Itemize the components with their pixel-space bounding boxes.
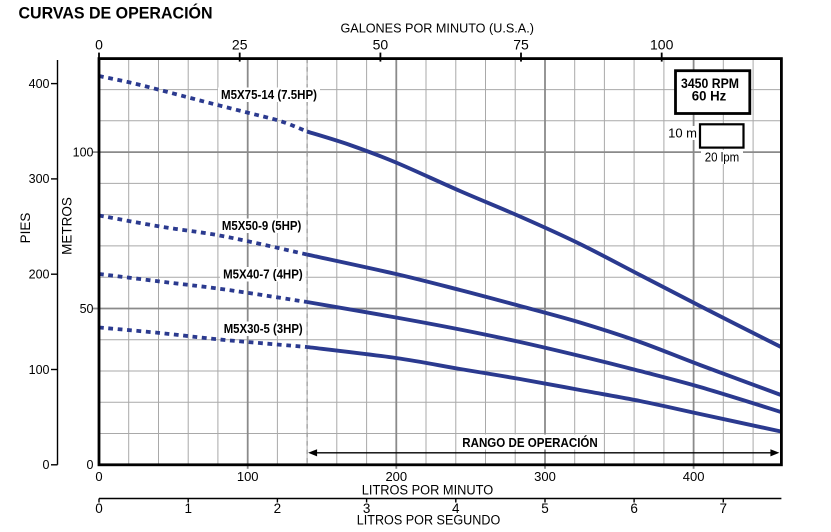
svg-text:LITROS POR MINUTO: LITROS POR MINUTO: [362, 483, 494, 498]
svg-text:7: 7: [720, 501, 728, 516]
svg-text:3450 RPM: 3450 RPM: [681, 76, 739, 91]
svg-text:50: 50: [373, 37, 389, 53]
svg-text:M5X75-14 (7.5HP): M5X75-14 (7.5HP): [221, 87, 317, 102]
svg-text:PIES: PIES: [18, 213, 33, 244]
svg-text:3: 3: [363, 501, 371, 516]
svg-text:25: 25: [232, 37, 248, 53]
svg-text:300: 300: [29, 172, 50, 186]
svg-text:0: 0: [95, 469, 102, 484]
svg-text:0: 0: [87, 458, 94, 472]
svg-text:200: 200: [385, 469, 407, 484]
svg-text:RANGO DE OPERACIÓN: RANGO DE OPERACIÓN: [462, 435, 598, 450]
svg-text:0: 0: [95, 37, 103, 53]
svg-text:0: 0: [95, 501, 103, 516]
svg-text:100: 100: [237, 469, 259, 484]
svg-text:300: 300: [534, 469, 556, 484]
svg-text:2: 2: [274, 501, 282, 516]
svg-text:M5X30-5 (3HP): M5X30-5 (3HP): [224, 321, 303, 336]
svg-text:LITROS POR SEGUNDO: LITROS POR SEGUNDO: [357, 513, 501, 528]
svg-text:M5X50-9 (5HP): M5X50-9 (5HP): [222, 218, 302, 233]
svg-text:6: 6: [630, 501, 638, 516]
svg-text:METROS: METROS: [60, 197, 75, 255]
svg-text:0: 0: [43, 458, 50, 472]
svg-text:1: 1: [184, 501, 192, 516]
svg-text:10 m: 10 m: [668, 126, 697, 141]
svg-text:400: 400: [29, 77, 50, 91]
svg-text:100: 100: [650, 37, 674, 53]
svg-text:20 lpm: 20 lpm: [705, 150, 740, 165]
svg-text:CURVAS DE OPERACIÓN: CURVAS DE OPERACIÓN: [19, 4, 213, 23]
svg-text:4: 4: [452, 501, 460, 516]
svg-text:GALONES POR MINUTO (U.S.A.): GALONES POR MINUTO (U.S.A.): [340, 21, 534, 36]
svg-text:50: 50: [80, 302, 94, 316]
svg-text:5: 5: [541, 501, 549, 516]
svg-text:60 Hz: 60 Hz: [692, 89, 727, 104]
svg-text:75: 75: [513, 37, 529, 53]
svg-text:100: 100: [29, 363, 50, 377]
svg-text:400: 400: [683, 469, 705, 484]
svg-text:100: 100: [73, 145, 94, 159]
svg-text:M5X40-7 (4HP): M5X40-7 (4HP): [223, 267, 303, 282]
svg-text:200: 200: [29, 268, 50, 282]
